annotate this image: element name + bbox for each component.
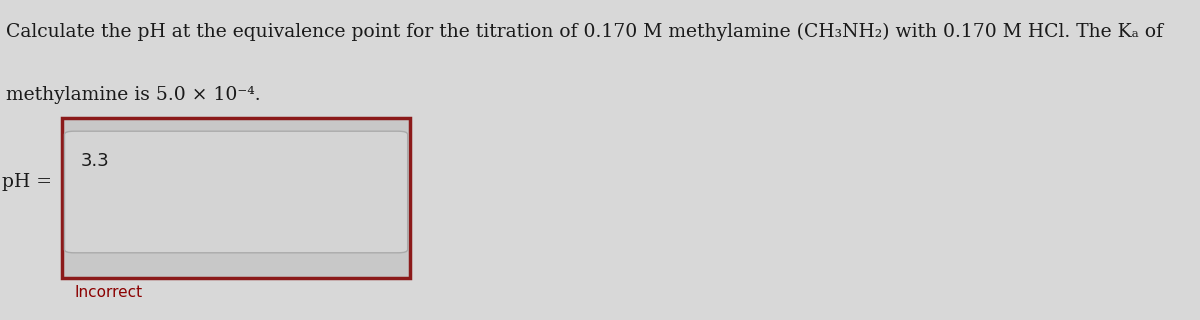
Text: methylamine is 5.0 × 10⁻⁴.: methylamine is 5.0 × 10⁻⁴. — [6, 86, 262, 104]
Text: Incorrect: Incorrect — [74, 285, 143, 300]
Text: pH =: pH = — [2, 173, 52, 191]
FancyBboxPatch shape — [61, 118, 409, 278]
Text: 3.3: 3.3 — [80, 152, 109, 170]
FancyBboxPatch shape — [65, 131, 408, 253]
Text: Calculate the pH at the equivalence point for the titration of 0.170 M methylami: Calculate the pH at the equivalence poin… — [6, 22, 1164, 41]
